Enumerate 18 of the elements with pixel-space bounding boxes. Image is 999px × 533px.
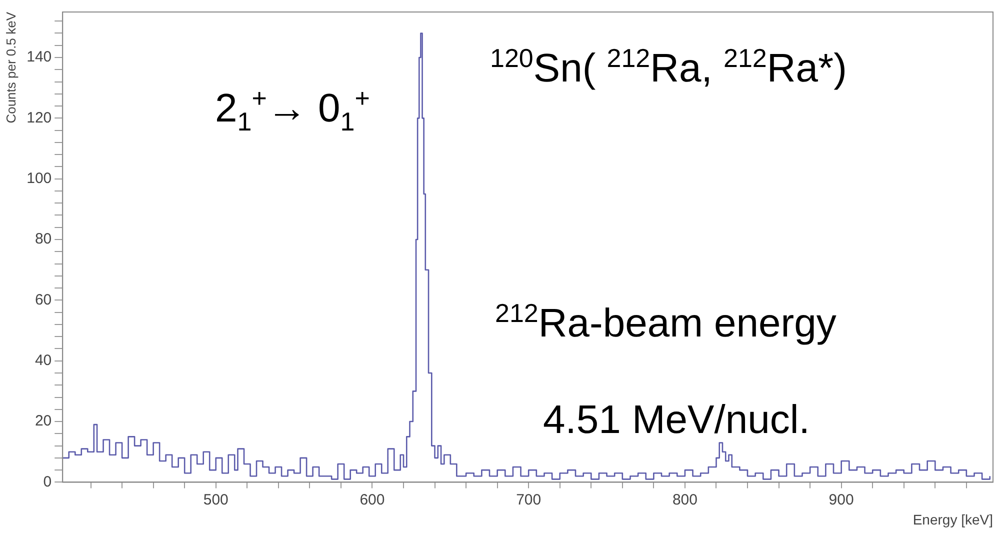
x-tick-label: 900 — [828, 491, 854, 508]
y-tick-label: 0 — [43, 473, 52, 490]
y-tick-label: 60 — [34, 291, 52, 308]
y-tick-label: 140 — [26, 48, 52, 66]
x-tick-label: 500 — [203, 491, 228, 508]
y-tick-label: 40 — [34, 352, 52, 369]
y-tick-label: 100 — [26, 170, 52, 187]
y-axis-title: Counts per 0.5 keV — [3, 12, 18, 124]
x-tick-label: 700 — [516, 491, 542, 508]
x-tick-label: 800 — [672, 491, 698, 508]
annotation: 4.51 MeV/nucl. — [543, 398, 810, 442]
y-tick-label: 80 — [34, 230, 52, 248]
x-tick-label: 600 — [360, 491, 385, 508]
y-tick-label: 20 — [34, 412, 52, 430]
annotation: $^{120}$Sn( $^{212}$Ra, $^{212}$Ra*) — [490, 43, 847, 90]
y-tick-label: 120 — [26, 109, 52, 126]
x-axis-title: Energy [keV] — [912, 511, 993, 528]
annotation: $^{212}$Ra-beam energy — [495, 298, 836, 346]
